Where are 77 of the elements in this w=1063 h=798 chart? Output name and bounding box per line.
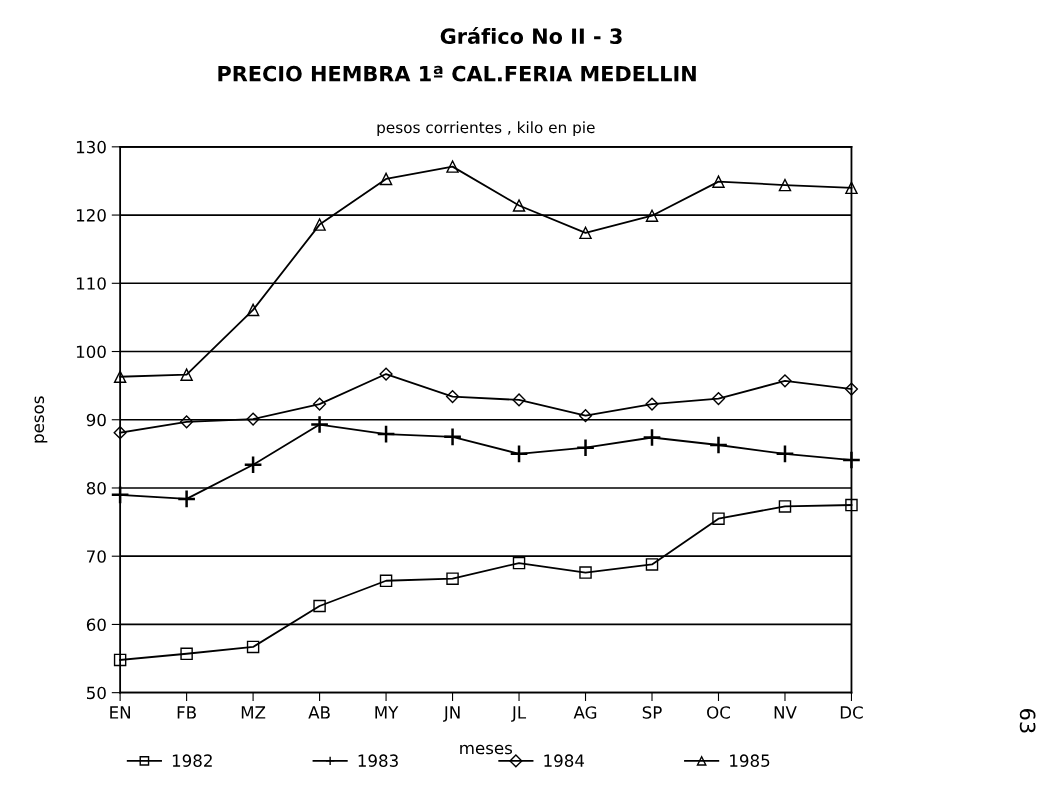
x-tick-label: NV (774, 706, 797, 719)
point (113, 370, 127, 384)
point (778, 178, 792, 192)
point (379, 574, 393, 588)
x-tick-label: MZ (241, 706, 266, 719)
x-tick-label: JL (511, 706, 527, 722)
point (575, 438, 596, 458)
legend-label: 1985 (730, 754, 770, 767)
point (509, 444, 529, 464)
x-tick-label: FB (177, 706, 196, 719)
x-tick-label: DC (840, 706, 863, 719)
point (180, 368, 193, 381)
point (845, 498, 858, 512)
legend-label: 1983 (358, 754, 398, 767)
x-tick-label: SP (642, 706, 662, 719)
point (645, 558, 659, 571)
point (180, 647, 193, 661)
point (845, 181, 858, 195)
x-tick-label: AG (573, 706, 597, 719)
y-tick-label: 70 (87, 550, 106, 563)
y-axis-title: pesos (34, 396, 48, 443)
point (246, 640, 260, 654)
point (313, 599, 326, 613)
point (113, 426, 127, 440)
y-tick-label: 50 (87, 686, 106, 700)
point (246, 412, 260, 426)
x-tick-label: OC (707, 706, 730, 719)
point (177, 489, 197, 509)
y-tick-label: 80 (86, 481, 106, 495)
y-tick-label: 60 (86, 618, 106, 631)
point (446, 160, 459, 173)
point (246, 303, 260, 317)
point (841, 450, 862, 470)
point (313, 218, 326, 231)
point (180, 415, 194, 429)
point (442, 427, 463, 447)
point (309, 414, 330, 435)
point (642, 427, 662, 448)
y-tick-label: 130 (76, 140, 106, 154)
point (711, 392, 726, 406)
x-tick-label: EN (110, 706, 130, 719)
point (645, 209, 659, 222)
point (712, 512, 725, 525)
point (712, 175, 725, 188)
x-axis-title: meses (460, 744, 513, 755)
y-tick-label: 110 (76, 277, 106, 290)
y-tick-label: 90 (86, 413, 106, 427)
point (379, 367, 393, 381)
point (312, 397, 327, 411)
point (113, 653, 127, 667)
y-tick-label: 100 (76, 345, 106, 359)
point (579, 226, 592, 240)
chart-subtitle: pesos corrientes , kilo en pie (377, 121, 595, 137)
point (445, 389, 460, 404)
x-tick-label: JN (442, 706, 460, 722)
legend-label: 1984 (544, 754, 585, 767)
point (778, 500, 792, 513)
point (512, 199, 526, 212)
point (578, 409, 593, 423)
point (708, 435, 729, 455)
y-tick-label: 120 (76, 209, 106, 222)
point (844, 382, 859, 396)
point (645, 397, 659, 411)
point (446, 572, 459, 585)
point (512, 556, 526, 570)
point (778, 374, 792, 388)
point (379, 172, 393, 186)
x-tick-label: MY (375, 706, 399, 719)
point (512, 393, 526, 407)
point (376, 424, 396, 444)
text: 63 (1019, 709, 1036, 733)
point (775, 444, 795, 464)
point (579, 566, 592, 579)
legend-label: 1982 (172, 754, 212, 767)
x-tick-label: AB (308, 706, 330, 719)
chart-title: Gráfico No II - 3 PRECIO HEMBRA 1ª CAL.FERIA MEDELLIN (218, 27, 696, 82)
point (243, 455, 263, 475)
